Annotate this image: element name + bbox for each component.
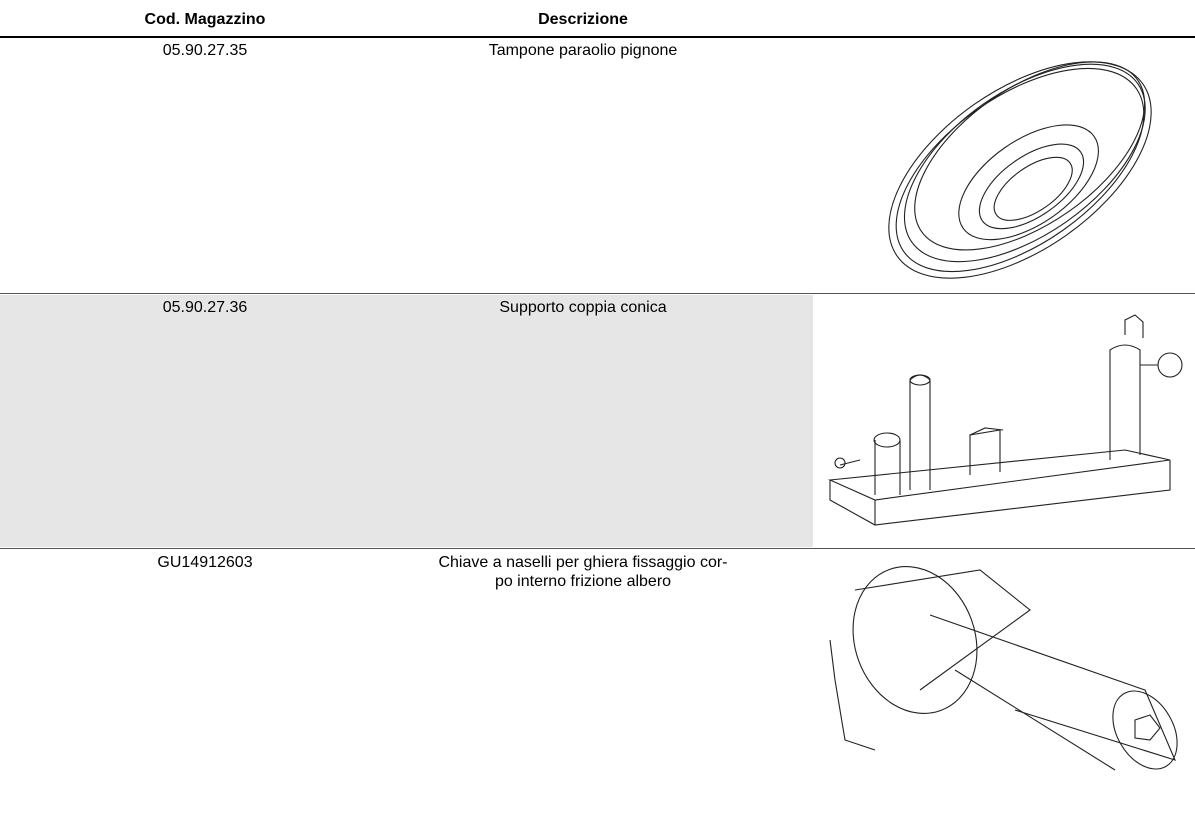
code-cell: GU14912603 bbox=[157, 554, 253, 571]
row-background bbox=[0, 295, 813, 547]
description-cell: Chiave a naselli per ghiera fissaggio co… bbox=[438, 554, 728, 590]
header-rule bbox=[0, 36, 1195, 38]
tool-image bbox=[827, 314, 1183, 526]
code-cell: 05.90.27.35 bbox=[162, 42, 248, 59]
header-cell: Cod. Magazzino bbox=[144, 11, 266, 28]
header-cell: Descrizione bbox=[538, 11, 628, 28]
tool-image bbox=[829, 566, 1178, 771]
row-separator bbox=[0, 293, 1195, 294]
description-cell: Supporto coppia conica bbox=[499, 299, 667, 316]
tool-image bbox=[888, 61, 1152, 279]
description-cell: Tampone paraolio pignone bbox=[488, 42, 678, 59]
code-cell: 05.90.27.36 bbox=[162, 299, 248, 316]
row-separator bbox=[0, 548, 1195, 549]
